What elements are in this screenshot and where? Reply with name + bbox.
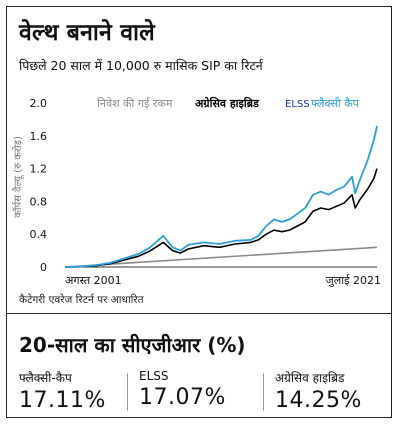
source-note: कैटेगरी एवरेज रिटर्न पर आधारित <box>19 294 144 306</box>
stat-aggressive-hybrid: अग्रेसिव हाइब्रिड 14.25% <box>275 369 362 415</box>
x-tick-label-end: जुलाई 2021 <box>326 274 381 287</box>
legend-item-0: निवेश की गई रकम <box>97 97 173 110</box>
y-tick-label: 2.0 <box>30 97 48 110</box>
cagr-title: 20-साल का सीएजीआर (%) <box>19 333 246 357</box>
chart-subtitle: पिछले 20 साल में 10,000 रु मासिक SIP का … <box>19 58 263 73</box>
series-line-3 <box>64 125 378 268</box>
stat-separator <box>127 373 128 411</box>
stat-flexi-cap: फ्लैक्सी-कैप 17.11% <box>19 369 106 415</box>
page-title: वेल्थ बनाने वाले <box>19 20 155 46</box>
stat-separator <box>263 373 264 411</box>
cagr-stats: फ्लैक्सी-कैप 17.11% ELSS 17.07% अग्रेसिव… <box>7 369 391 415</box>
x-tick-label-start: अगस्त 2001 <box>65 274 122 287</box>
y-tick-label: 0.4 <box>30 228 48 241</box>
stat-value: 14.25% <box>275 388 362 413</box>
chart-card: वेल्थ बनाने वाले पिछले 20 साल में 10,000… <box>6 6 392 418</box>
legend-item-1: अग्रेसिव हाइब्रिड <box>195 96 260 110</box>
stat-value: 17.11% <box>19 388 106 413</box>
y-tick-label: 1.6 <box>30 130 48 143</box>
line-chart: 0 0.4 0.8 1.2 1.6 2.0 कॉर्पस वैल्यू (रु करोड़… <box>12 96 381 287</box>
legend-item-3: फ्लैक्सी कैप <box>311 97 360 110</box>
series-line-1 <box>64 168 378 268</box>
stat-label: अग्रेसिव हाइब्रिड <box>275 371 345 385</box>
stat-label: ELSS <box>139 369 169 383</box>
stat-label: फ्लैक्सी-कैप <box>19 371 72 385</box>
y-axis: 0 0.4 0.8 1.2 1.6 2.0 <box>30 97 48 274</box>
legend: निवेश की गई रकम अग्रेसिव हाइब्रिड ELSS फ्लै… <box>97 96 360 110</box>
series-line-0 <box>64 246 378 268</box>
y-tick-label: 0.8 <box>30 195 48 208</box>
section-divider <box>7 313 391 314</box>
stat-elss: ELSS 17.07% <box>139 369 226 415</box>
y-tick-label: 1.2 <box>30 163 48 176</box>
y-tick-label: 0 <box>40 261 47 274</box>
legend-item-2: ELSS <box>285 99 310 110</box>
y-axis-label: कॉर्पस वैल्यू (रु करोड़) <box>12 136 24 218</box>
stat-value: 17.07% <box>139 385 226 410</box>
series-lines <box>64 125 378 268</box>
